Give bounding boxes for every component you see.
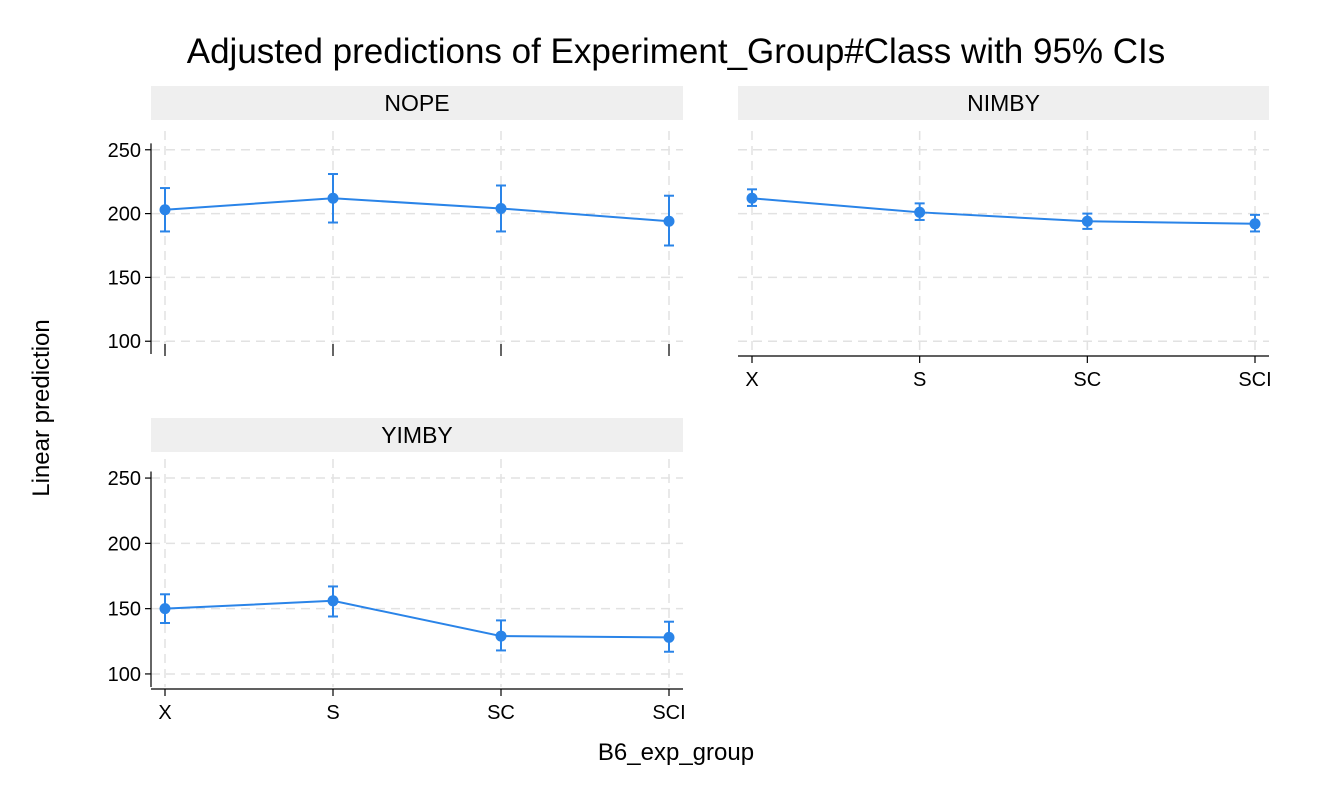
x-tick-label: SC xyxy=(1073,369,1101,391)
data-point xyxy=(1249,218,1261,230)
panel-label: NOPE xyxy=(384,90,449,116)
panels: NOPE 100 150 200 250 NIMBY X S SC SCI YIMBY 100 150 2… xyxy=(108,86,1272,724)
y-tick-label: 100 xyxy=(108,664,141,686)
y-tick-label: 100 xyxy=(108,331,141,353)
data-point xyxy=(663,215,675,227)
data-point xyxy=(663,631,675,643)
data-point xyxy=(327,595,339,607)
x-tick-label: SCI xyxy=(652,702,685,724)
x-tick-label: X xyxy=(158,702,171,724)
x-axis-label: B6_exp_group xyxy=(598,739,754,766)
y-tick-label: 200 xyxy=(108,533,141,555)
y-tick-label: 150 xyxy=(108,267,141,289)
x-tick-label: SC xyxy=(487,702,515,724)
chart-title: Adjusted predictions of Experiment_Group… xyxy=(187,32,1166,71)
panel-yimby: YIMBY 100 150 200 250 X S SC SCI xyxy=(108,418,686,724)
y-tick-label: 250 xyxy=(108,468,141,490)
y-tick-label: 200 xyxy=(108,204,141,226)
data-point xyxy=(746,192,758,204)
panel-nope: NOPE 100 150 200 250 xyxy=(108,86,683,356)
series-line xyxy=(164,197,670,223)
panel-strip xyxy=(151,86,683,120)
panel-nimby: NIMBY X S SC SCI xyxy=(738,86,1272,391)
x-tick-label: SCI xyxy=(1238,369,1271,391)
x-tick-label: S xyxy=(326,702,339,724)
series-line xyxy=(751,197,1256,225)
data-point xyxy=(914,206,926,218)
series-line xyxy=(164,599,670,639)
data-point xyxy=(327,192,339,204)
panel-strip xyxy=(151,418,683,452)
y-tick-label: 250 xyxy=(108,140,141,162)
x-tick-label: S xyxy=(913,369,926,391)
x-tick-label: X xyxy=(745,369,758,391)
panel-label: YIMBY xyxy=(381,422,453,448)
panel-label: NIMBY xyxy=(967,90,1040,116)
data-point xyxy=(159,204,171,216)
data-point xyxy=(1081,215,1093,227)
data-point xyxy=(495,202,507,214)
y-tick-label: 150 xyxy=(108,599,141,621)
data-point xyxy=(159,603,171,615)
y-axis-label: Linear prediction xyxy=(28,319,55,496)
panel-strip xyxy=(738,86,1269,120)
data-point xyxy=(495,630,507,642)
